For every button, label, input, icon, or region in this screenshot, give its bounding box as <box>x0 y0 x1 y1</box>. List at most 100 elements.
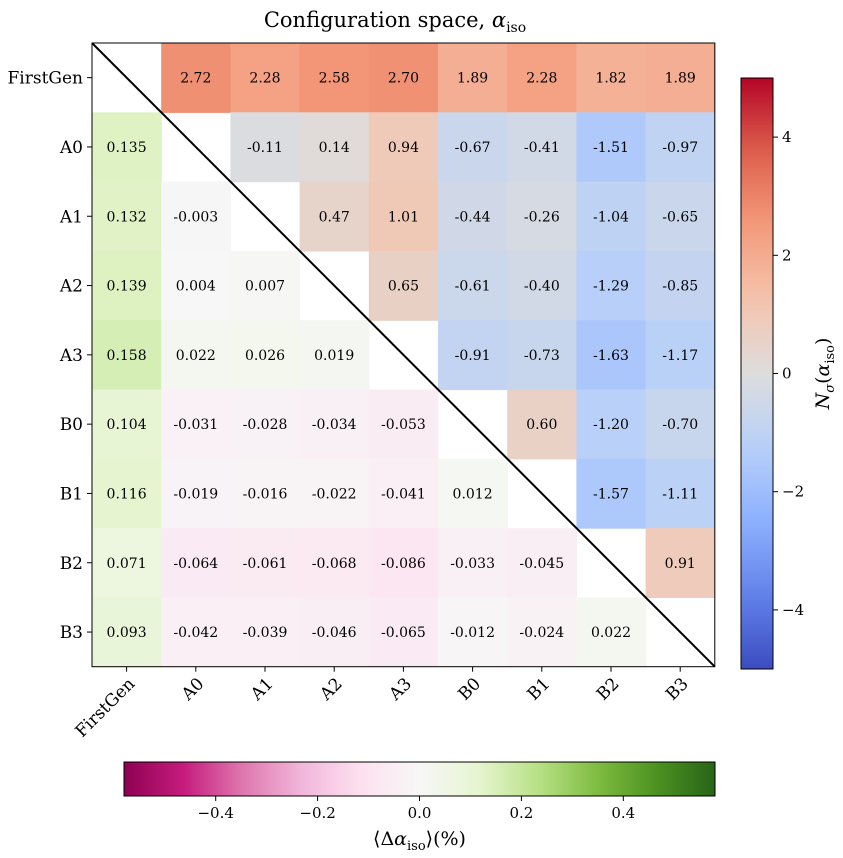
lower-cell-A2-A1 <box>230 250 301 321</box>
upper-cell-FirstGen-A2 <box>299 43 370 113</box>
col-label-B2: B2 <box>593 674 624 705</box>
upper-cell-FirstGen-A0 <box>161 43 231 113</box>
cell-value-label: 2.72 <box>180 71 211 87</box>
lower-cell-B1-A3 <box>368 458 439 529</box>
lower-cell-B3-A0 <box>161 597 231 668</box>
lower-cell-B1-B0 <box>438 458 508 529</box>
cell-value-label: 0.116 <box>107 486 147 502</box>
cell-value-label: -0.41 <box>524 140 560 156</box>
cell-value-label: -0.26 <box>524 209 560 225</box>
lower-cell-B3-B0 <box>438 597 508 668</box>
cell-value-label: -1.57 <box>593 486 629 502</box>
cell-value-label: -0.65 <box>662 209 698 225</box>
lower-cell-A1-A0 <box>161 181 231 252</box>
heatmap-cells <box>91 42 716 668</box>
upper-cell-A0-B1 <box>507 112 577 183</box>
colorbar-right-label: Nσ(αiso) <box>812 338 838 411</box>
row-label-B2: B2 <box>60 554 83 574</box>
cell-value-label: -0.91 <box>455 348 491 364</box>
upper-cell-A0-A2 <box>299 112 370 183</box>
col-labels: FirstGen A0 A1 A2 A3 B0 B1 B2 B3 <box>72 666 693 742</box>
colorbar-bottom-tick-label: 0.0 <box>408 804 432 822</box>
upper-cell-A0-B0 <box>438 112 508 183</box>
upper-cell-B2-B3 <box>645 528 716 598</box>
heatmap-cell-labels: 2.72 2.28 2.58 2.70 1.89 2.28 1.82 1.89 0.135 -0.… <box>91 42 716 668</box>
upper-cell-A3-B3 <box>645 320 716 391</box>
row-label-B3: B3 <box>60 623 83 643</box>
upper-cell-A1-B1 <box>507 181 577 252</box>
lower-cell-B2-B0 <box>438 528 508 598</box>
colorbar-right-tick-label: −4 <box>782 601 804 619</box>
upper-cell-A1-B2 <box>576 181 647 252</box>
cell-value-label: -1.20 <box>593 417 629 433</box>
row-label-A0: A0 <box>59 138 83 158</box>
colorbar-bottom-tick-label: 0.2 <box>509 804 533 822</box>
upper-cell-B0-B2 <box>576 389 647 460</box>
cell-value-label: -0.016 <box>243 486 288 502</box>
cell-value-label: 0.139 <box>107 279 147 295</box>
upper-cell-B0-B3 <box>645 389 716 460</box>
col-label-A3: A3 <box>385 674 416 705</box>
lower-cell-B1-A0 <box>161 458 231 529</box>
colorbar-bottom-label: ⟨Δαiso⟩(%) <box>373 828 466 854</box>
cell-value-label: 0.093 <box>107 625 147 641</box>
cell-value-label: -0.046 <box>312 625 357 641</box>
cell-value-label: -0.73 <box>524 348 560 364</box>
cell-value-label: -1.17 <box>662 348 698 364</box>
upper-cell-FirstGen-B1 <box>507 43 577 113</box>
upper-cell-B1-B2 <box>576 458 647 529</box>
cell-value-label: -0.039 <box>243 625 288 641</box>
col-label-B0: B0 <box>455 674 486 705</box>
colorbar-right-tick-label: 2 <box>782 246 792 264</box>
lower-cell-B3-B1 <box>507 597 577 668</box>
cell-value-label: -0.024 <box>519 625 564 641</box>
cell-value-label: 2.58 <box>319 71 350 87</box>
cell-value-label: -0.61 <box>455 279 491 295</box>
lower-cell-A3-FirstGen <box>92 320 162 391</box>
cell-value-label: 2.70 <box>388 71 419 87</box>
lower-cell-B2-A1 <box>230 528 301 598</box>
lower-cell-B1-A2 <box>299 458 370 529</box>
cell-value-label: -0.068 <box>312 556 357 572</box>
chart-title-subscript: iso <box>506 20 526 36</box>
lower-cell-B2-A0 <box>161 528 231 598</box>
upper-cell-FirstGen-A1 <box>230 43 301 113</box>
upper-cell-FirstGen-B3 <box>645 43 716 113</box>
cell-value-label: -0.012 <box>450 625 495 641</box>
colorbar-right-tick-label: 4 <box>782 128 792 146</box>
diagonal-line <box>91 42 716 668</box>
upper-cell-A3-B0 <box>438 320 508 391</box>
upper-cell-FirstGen-B0 <box>438 43 508 113</box>
upper-cell-A0-B3 <box>645 112 716 183</box>
lower-cell-B2-B1 <box>507 528 577 598</box>
upper-cell-A3-B1 <box>507 320 577 391</box>
lower-cell-B3-A1 <box>230 597 301 668</box>
cell-value-label: 0.135 <box>107 140 147 156</box>
row-label-B1: B1 <box>60 484 83 504</box>
cell-value-label: -0.031 <box>173 417 218 433</box>
colorbar-right: −4 −2 0 2 4 Nσ(αiso) <box>740 77 838 670</box>
cell-value-label: -1.29 <box>593 279 629 295</box>
cell-value-label: -0.033 <box>450 556 495 572</box>
cell-value-label: -0.065 <box>381 625 426 641</box>
cell-value-label: -0.85 <box>662 279 698 295</box>
upper-cell-A2-B1 <box>507 250 577 321</box>
colorbar-right-bar <box>740 77 774 670</box>
upper-cell-A0-A1 <box>230 112 301 183</box>
cell-value-label: -0.70 <box>662 417 698 433</box>
lower-cell-B3-A2 <box>299 597 370 668</box>
lower-cell-B3-FirstGen <box>92 597 162 668</box>
upper-cell-B1-B3 <box>645 458 716 529</box>
upper-cell-A1-B0 <box>438 181 508 252</box>
cell-value-label: 0.022 <box>591 625 631 641</box>
row-label-A1: A1 <box>59 207 83 227</box>
lower-cell-A3-A2 <box>299 320 370 391</box>
colorbar-right-tick-label: −2 <box>782 483 804 501</box>
lower-cell-A2-A0 <box>161 250 231 321</box>
lower-cell-B0-A0 <box>161 389 231 460</box>
cell-value-label: -0.045 <box>519 556 564 572</box>
cell-value-label: 0.132 <box>107 209 147 225</box>
cell-value-label: 0.022 <box>176 348 216 364</box>
lower-cell-B2-A3 <box>368 528 439 598</box>
lower-cell-A3-A1 <box>230 320 301 391</box>
